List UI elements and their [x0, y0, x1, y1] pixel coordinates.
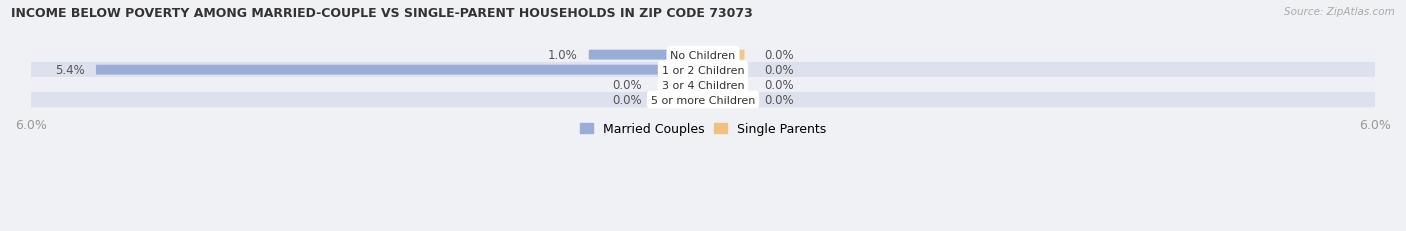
- FancyBboxPatch shape: [700, 65, 744, 75]
- Text: 0.0%: 0.0%: [765, 64, 794, 77]
- FancyBboxPatch shape: [28, 63, 1378, 78]
- Text: 3 or 4 Children: 3 or 4 Children: [662, 80, 744, 90]
- FancyBboxPatch shape: [700, 80, 744, 90]
- Text: 0.0%: 0.0%: [612, 94, 641, 107]
- FancyBboxPatch shape: [683, 95, 706, 105]
- Text: 0.0%: 0.0%: [765, 49, 794, 62]
- Text: No Children: No Children: [671, 50, 735, 60]
- FancyBboxPatch shape: [700, 95, 744, 105]
- Text: INCOME BELOW POVERTY AMONG MARRIED-COUPLE VS SINGLE-PARENT HOUSEHOLDS IN ZIP COD: INCOME BELOW POVERTY AMONG MARRIED-COUPL…: [11, 7, 754, 20]
- Text: 0.0%: 0.0%: [765, 79, 794, 92]
- FancyBboxPatch shape: [96, 65, 706, 75]
- Text: 1 or 2 Children: 1 or 2 Children: [662, 65, 744, 75]
- Legend: Married Couples, Single Parents: Married Couples, Single Parents: [575, 118, 831, 140]
- FancyBboxPatch shape: [683, 80, 706, 90]
- FancyBboxPatch shape: [28, 93, 1378, 108]
- Text: Source: ZipAtlas.com: Source: ZipAtlas.com: [1284, 7, 1395, 17]
- Text: 1.0%: 1.0%: [548, 49, 578, 62]
- Text: 0.0%: 0.0%: [765, 94, 794, 107]
- FancyBboxPatch shape: [589, 51, 706, 60]
- FancyBboxPatch shape: [28, 48, 1378, 63]
- Text: 5.4%: 5.4%: [55, 64, 84, 77]
- Text: 5 or more Children: 5 or more Children: [651, 95, 755, 105]
- Text: 0.0%: 0.0%: [612, 79, 641, 92]
- FancyBboxPatch shape: [28, 78, 1378, 93]
- FancyBboxPatch shape: [700, 51, 744, 60]
